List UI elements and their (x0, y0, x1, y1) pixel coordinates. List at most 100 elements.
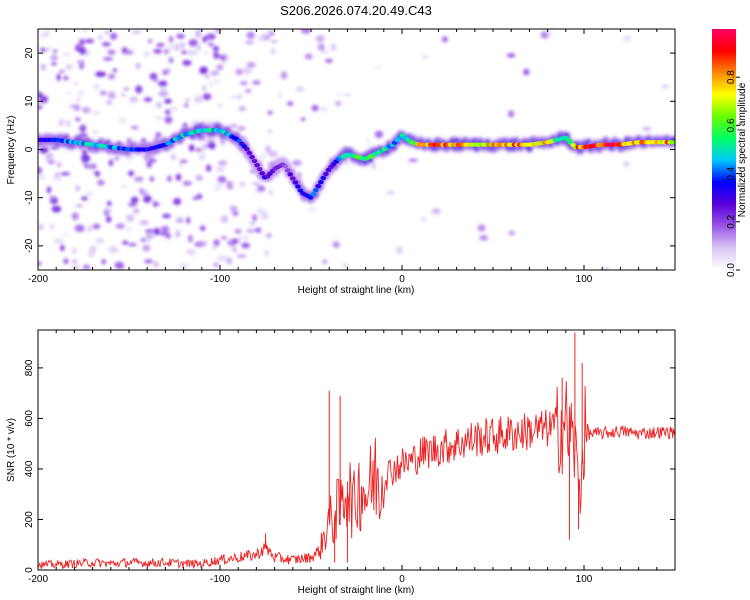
spectrogram-noise-blob (79, 46, 87, 55)
spectrogram-noise-blob (374, 65, 382, 70)
spectrogram-noise-blob (213, 187, 221, 191)
spectrogram-noise-blob (160, 225, 170, 233)
spectrogram-noise-blob (212, 46, 220, 52)
spectrogram-ridge-core (284, 168, 291, 173)
spectrogram-noise-blob (123, 87, 130, 91)
spectrogram-noise-blob (217, 160, 228, 166)
spectrogram-noise-blob (153, 261, 159, 269)
spectrogram-noise-blob (194, 241, 204, 248)
spectrogram-ridge-core (254, 163, 260, 168)
spectrogram-noise-blob (133, 176, 144, 182)
spectrogram-ridge-core (259, 171, 266, 176)
spectrogram-noise-blob (73, 81, 79, 86)
spectrogram-noise-blob (195, 44, 202, 51)
spectrogram-noise-blob (431, 207, 441, 215)
spectrogram-noise-blob (147, 38, 153, 44)
spectrogram-noise-blob (63, 76, 69, 81)
snr-panel: -200 -100 0 100 0 200 400 600 800 Height of stra… (6, 329, 676, 596)
spectrogram-ridge-core (312, 188, 319, 193)
spectrogram-noise-blob (135, 85, 143, 94)
spectrogram-noise-blob (76, 89, 85, 97)
spectrogram-noise-blob (221, 236, 227, 240)
spectrogram-noise-blob (118, 116, 127, 125)
spectrogram-noise-blob (176, 33, 185, 39)
spectrogram-noise-blob (232, 247, 238, 253)
snr-y-tick-label: 600 (24, 410, 35, 427)
spectrogram-noise-blob (202, 93, 212, 101)
spectrogram-noise-blob (128, 242, 137, 247)
spectrogram-noise-blob (199, 225, 206, 232)
spectrogram-y-tick-label: -20 (24, 238, 35, 253)
spectrogram-noise-blob (84, 39, 95, 44)
spectrogram-noise-blob (62, 52, 71, 57)
spectrogram-noise-blob (244, 88, 252, 94)
colorbar-tick-label: 0.0 (726, 263, 737, 277)
spectrogram-noise-blob (232, 238, 240, 244)
spectrogram-ridge-core (287, 172, 294, 177)
spectrogram-noise-blob (319, 106, 328, 112)
spectrogram-noise-blob (241, 66, 251, 75)
spectrogram-noise-blob (103, 209, 113, 213)
spectrogram-noise-blob (179, 263, 189, 270)
chart-title: S206.2026.074.20.49.C43 (280, 3, 432, 18)
spectrogram-noise-blob (60, 172, 71, 176)
spectrogram-noise-blob (202, 36, 208, 43)
spectrogram-noise-blob (205, 33, 216, 41)
spectrogram-noise-blob (135, 62, 141, 70)
spectrogram-noise-blob (267, 110, 273, 115)
spectrogram-noise-blob (38, 223, 44, 231)
spectrogram-noise-blob (58, 69, 66, 74)
spectrogram-ridge-core (307, 195, 314, 200)
snr-frame (37, 329, 676, 571)
spectrogram-noise-blob (183, 102, 189, 108)
spectrogram-noise-blob (195, 30, 202, 38)
spectrogram-noise-blob (196, 193, 203, 200)
spectrogram-noise-blob (280, 71, 288, 80)
spectrogram-noise-blob (330, 43, 336, 52)
spectrogram-noise-blob (260, 211, 269, 220)
spectrogram-noise-blob (213, 239, 220, 247)
spectrogram-noise-blob (252, 80, 261, 85)
spectrogram-noise-blob (199, 66, 208, 75)
spectrogram-noise-blob (95, 71, 104, 77)
spectrogram-noise-blob (208, 81, 214, 88)
spectrogram-noise-blob (245, 40, 255, 45)
spectrogram-noise-blob (153, 77, 159, 83)
spectrogram-noise-blob (153, 202, 160, 206)
spectrogram-noise-blob (366, 139, 371, 143)
spectrogram-noise-blob (149, 176, 155, 182)
spectrogram-noise-blob (38, 174, 45, 180)
spectrogram-noise-blob (70, 104, 75, 109)
spectrogram-noise-blob (72, 259, 78, 264)
spectrogram-noise-blob (84, 164, 90, 169)
spectrogram-noise-blob (229, 205, 238, 212)
spectrogram-noise-blob (252, 214, 257, 222)
spectrogram-noise-blob (108, 159, 114, 167)
spectrogram-noise-blob (112, 68, 117, 73)
spectrogram-noise-blob (204, 74, 210, 79)
spectrogram-noise-blob (214, 182, 223, 190)
colorbar-tick-label: 0.6 (726, 118, 737, 132)
spectrogram-ridge-core (249, 154, 255, 160)
spectrogram-ridge-core (669, 140, 675, 145)
spectrogram-ridge-core (244, 147, 250, 152)
spectrogram-noise-blob (239, 181, 246, 187)
spectrogram-noise-blob (226, 186, 234, 190)
spectrogram-noise-blob (173, 197, 182, 206)
spectrogram-noise-blob (308, 207, 317, 211)
spectrogram-noise-blob (103, 57, 113, 61)
spectrogram-noise-blob (66, 91, 73, 95)
spectrogram-noise-blob (420, 216, 427, 223)
spectrogram-noise-blob (343, 263, 348, 269)
snr-series (38, 332, 675, 570)
spectrogram-noise-blob (45, 46, 53, 52)
spectrogram-noise-blob (38, 91, 43, 99)
spectrogram-noise-blob (257, 35, 267, 42)
spectrogram-noise-blob (99, 90, 107, 96)
spectrogram-y-tick-label: -10 (24, 190, 35, 205)
spectrogram-noise-blob (97, 179, 105, 186)
spectrogram-noise-blob (203, 50, 209, 55)
spectrogram-noise-blob (180, 41, 185, 50)
spectrogram-noise-blob (216, 103, 224, 108)
spectrogram-noise-blob (128, 96, 139, 103)
